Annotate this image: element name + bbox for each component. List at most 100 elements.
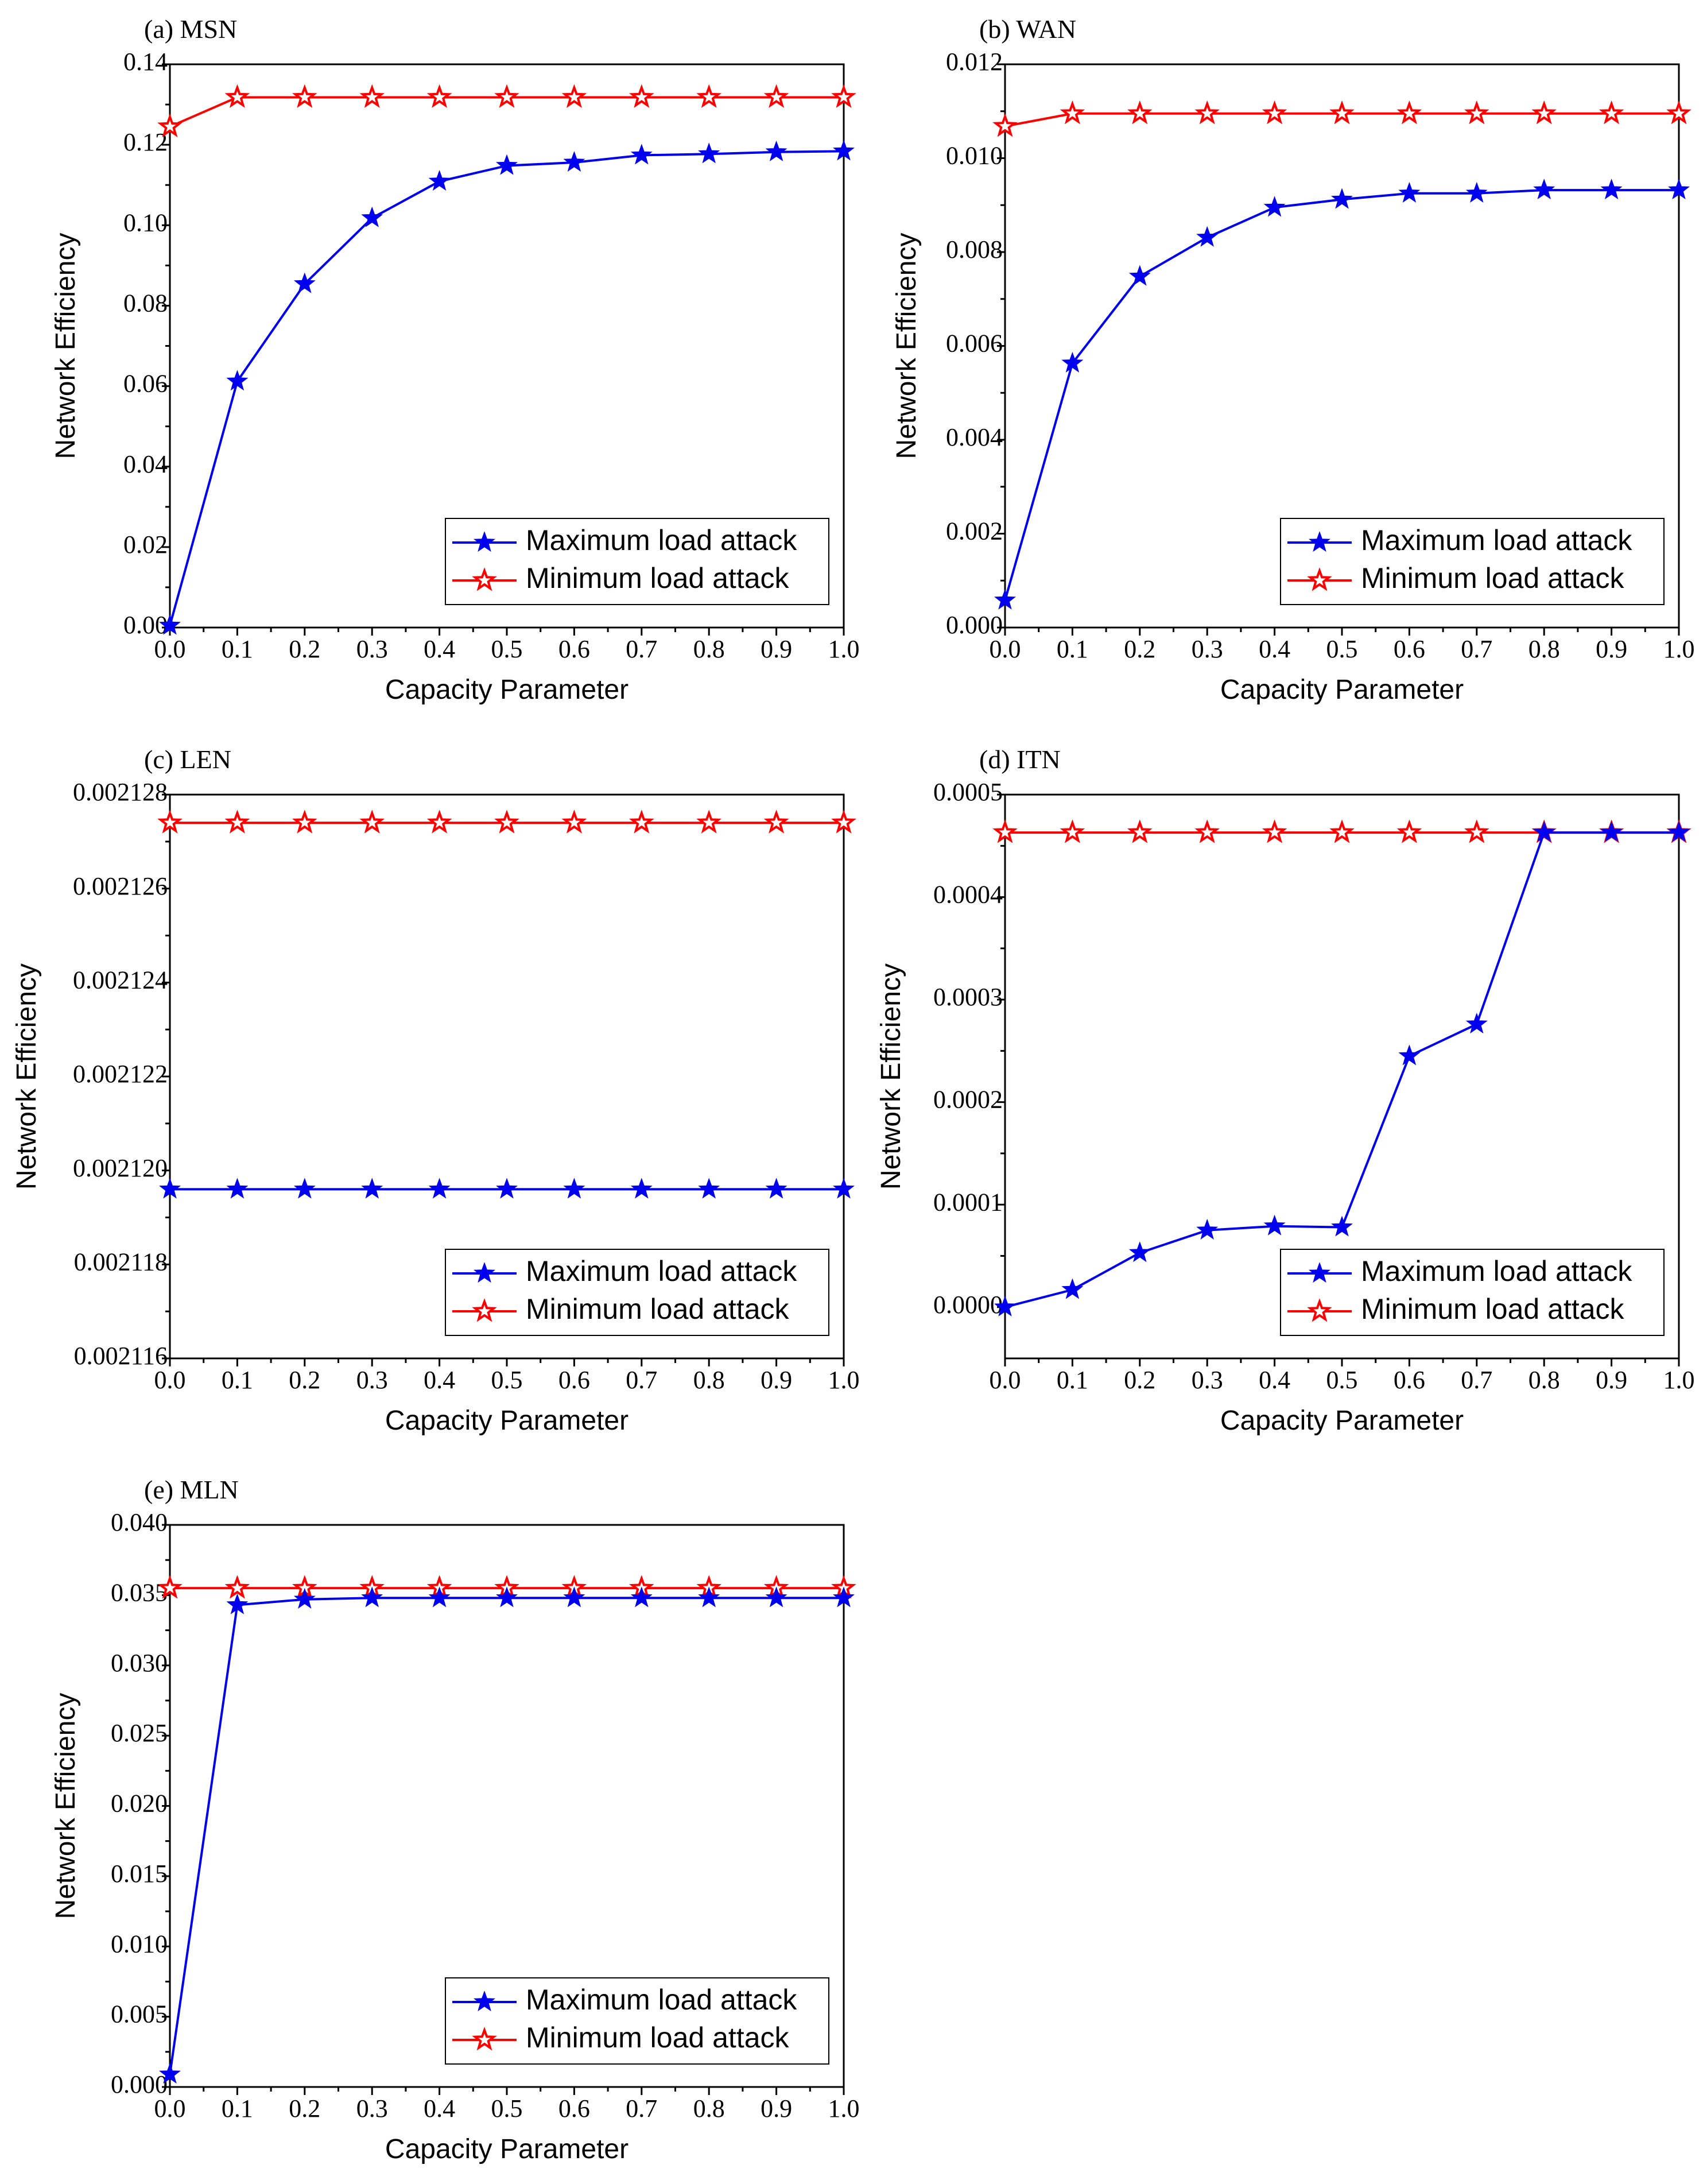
data-point-minimum <box>831 84 856 108</box>
legend-marker <box>1307 1298 1332 1322</box>
x-tick-label: 0.6 <box>558 2094 590 2123</box>
y-tick-label: 0.04 <box>123 450 168 478</box>
data-point-minimum <box>224 1575 250 1599</box>
y-tick-label: 0.004 <box>946 423 1003 451</box>
data-point-maximum <box>1128 1241 1151 1263</box>
data-point-maximum <box>159 614 181 635</box>
y-tick-label: 0.025 <box>111 1719 168 1747</box>
legend-frame <box>445 1977 829 2065</box>
data-point-minimum <box>1329 100 1355 125</box>
legend-marker <box>474 1262 495 1283</box>
data-point-maximum <box>1533 821 1555 842</box>
legend-label: Minimum load attack <box>526 1293 789 1325</box>
x-tick-label: 0.4 <box>424 1366 455 1394</box>
data-point-maximum <box>630 1586 653 1608</box>
y-tick-label: 0.002118 <box>74 1248 168 1276</box>
data-point-minimum <box>1127 819 1153 843</box>
y-tick-label: 0.0000 <box>933 1291 1003 1319</box>
y-tick-label: 0.0005 <box>933 778 1003 806</box>
x-tick-label: 0.4 <box>424 2094 455 2123</box>
data-point-maximum <box>1600 821 1623 842</box>
data-point-minimum <box>1262 100 1287 125</box>
legend-label: Minimum load attack <box>526 2022 789 2054</box>
legend-label: Maximum load attack <box>526 524 797 556</box>
x-tick-label: 0.5 <box>1326 635 1358 663</box>
data-point-maximum <box>1533 179 1555 200</box>
legend-frame <box>1280 1249 1665 1336</box>
y-tick-label: 0.0001 <box>933 1188 1003 1216</box>
data-point-maximum <box>1465 1012 1488 1034</box>
data-point-maximum <box>765 1586 787 1608</box>
panel-title: (a) MSN <box>144 14 237 44</box>
y-tick-label: 0.012 <box>946 48 1003 76</box>
legend-frame <box>445 1249 829 1336</box>
legend-marker <box>474 1991 495 2012</box>
data-point-minimum <box>292 84 317 108</box>
data-point-minimum <box>629 84 654 108</box>
data-point-minimum <box>1464 819 1489 843</box>
data-point-minimum <box>224 810 250 834</box>
x-tick-label: 0.0 <box>154 2094 186 2123</box>
data-point-minimum <box>1194 819 1220 843</box>
x-tick-label: 0.4 <box>1259 1366 1290 1394</box>
data-point-minimum <box>831 810 856 834</box>
data-point-minimum <box>1329 819 1355 843</box>
x-tick-label: 1.0 <box>1663 1366 1695 1394</box>
y-tick-label: 0.002122 <box>73 1060 168 1088</box>
x-tick-label: 0.2 <box>1124 635 1155 663</box>
y-tick-label: 0.06 <box>123 370 168 398</box>
data-point-maximum <box>1465 181 1488 203</box>
legend-marker <box>474 531 495 552</box>
data-point-maximum <box>698 142 720 164</box>
chart-panel-3: (c) LEN 0.002116 0.002118 0.002120 0.002122 0… <box>11 745 860 1436</box>
data-point-maximum <box>833 1586 855 1608</box>
x-tick-label: 0.7 <box>626 635 657 663</box>
legend-label: Maximum load attack <box>1361 524 1632 556</box>
data-point-minimum <box>157 113 183 138</box>
data-point-minimum <box>1127 100 1153 125</box>
x-tick-label: 0.5 <box>491 2094 523 2123</box>
legend: Maximum load attack Minimum load attack <box>445 1249 829 1336</box>
x-tick-label: 0.9 <box>1596 1366 1627 1394</box>
y-axis-label: Network Efficiency <box>891 233 922 459</box>
y-tick-label: 0.010 <box>946 142 1003 170</box>
x-tick-label: 0.0 <box>990 1366 1021 1394</box>
data-point-minimum <box>1464 100 1489 125</box>
x-tick-label: 0.7 <box>1461 635 1492 663</box>
data-point-minimum <box>359 84 385 108</box>
y-tick-label: 0.002126 <box>73 872 168 900</box>
x-tick-label: 0.0 <box>154 635 186 663</box>
data-point-minimum <box>1396 100 1422 125</box>
y-tick-label: 0.002116 <box>74 1342 168 1370</box>
x-tick-label: 0.8 <box>1528 1366 1560 1394</box>
legend-label: Minimum load attack <box>1361 1293 1624 1325</box>
data-point-maximum <box>1128 265 1151 286</box>
y-axis-label: Network Efficiency <box>11 963 42 1190</box>
data-point-maximum <box>361 1178 383 1199</box>
data-point-minimum <box>763 810 789 834</box>
x-tick-label: 0.1 <box>222 2094 253 2123</box>
x-tick-label: 0.6 <box>558 1366 590 1394</box>
data-point-maximum <box>496 154 518 175</box>
x-tick-label: 0.1 <box>1057 1366 1088 1394</box>
y-tick-label: 0.002124 <box>73 966 168 994</box>
data-point-maximum <box>361 206 383 227</box>
legend-label: Minimum load attack <box>1361 562 1624 594</box>
x-tick-label: 0.3 <box>356 2094 388 2123</box>
y-tick-label: 0.008 <box>946 235 1003 264</box>
x-axis-label: Capacity Parameter <box>385 2134 629 2164</box>
data-point-minimum <box>359 810 385 834</box>
x-tick-label: 0.2 <box>289 2094 320 2123</box>
data-point-minimum <box>992 113 1018 137</box>
y-tick-label: 0.12 <box>123 128 168 156</box>
data-point-maximum <box>496 1586 518 1608</box>
data-point-minimum <box>763 84 789 108</box>
legend-marker <box>1309 531 1330 552</box>
data-point-maximum <box>293 1587 316 1609</box>
y-tick-label: 0.002128 <box>73 778 168 806</box>
legend-frame <box>445 518 829 605</box>
data-point-maximum <box>428 1586 451 1608</box>
x-tick-label: 0.5 <box>491 1366 523 1394</box>
y-axis-label: Network Efficiency <box>876 963 906 1190</box>
